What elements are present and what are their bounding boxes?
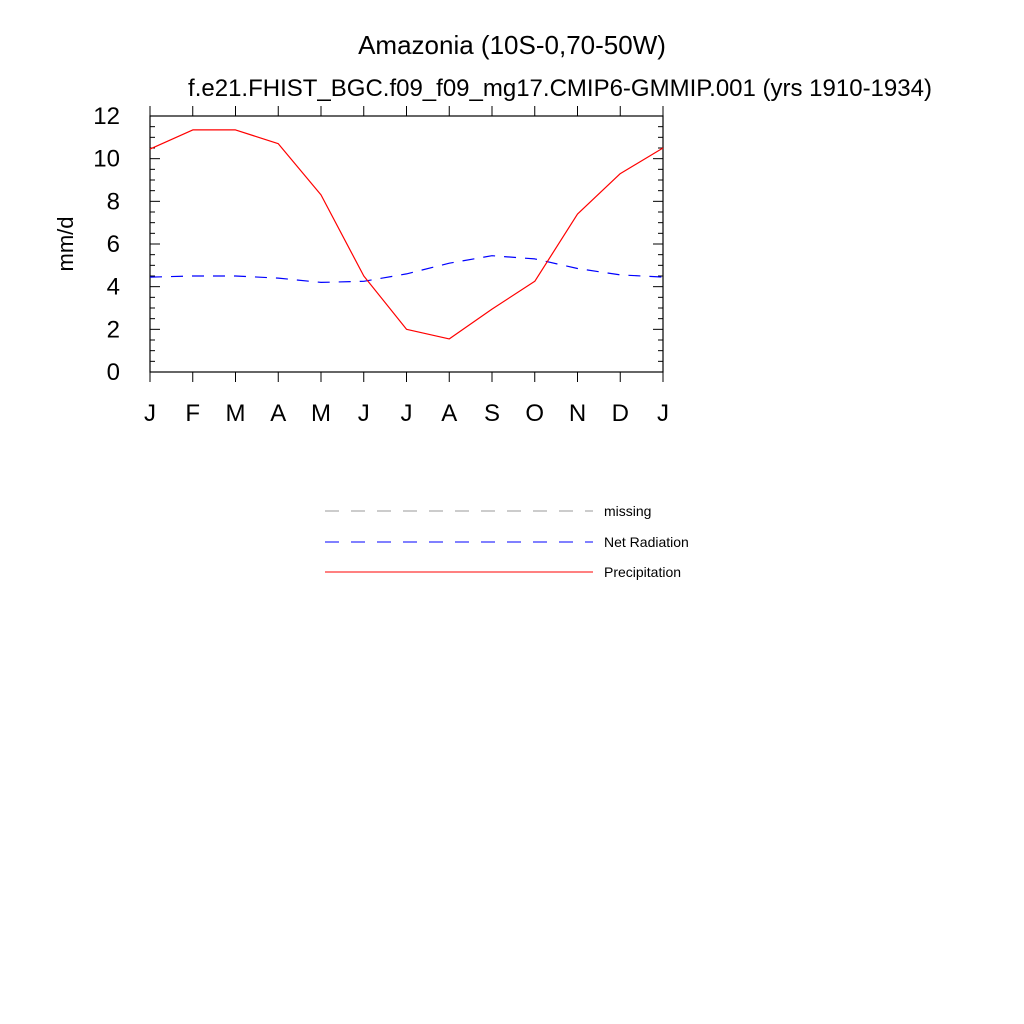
x-tick-label: J — [358, 400, 370, 427]
x-tick-label: O — [525, 400, 544, 427]
y-tick-label: 6 — [107, 231, 120, 258]
legend-label-net-radiation: Net Radiation — [604, 534, 689, 550]
y-axis-label: mm/d — [53, 217, 78, 272]
series-line-net-radiation — [149, 255, 664, 283]
legend-label-missing: missing — [604, 503, 651, 519]
x-tick-label: D — [612, 400, 629, 427]
y-tick-label: 8 — [107, 188, 120, 215]
x-tick-label: N — [569, 400, 586, 427]
x-tick-label: J — [401, 400, 413, 427]
legend: missing Net Radiation Precipitation — [325, 503, 689, 580]
y-tick-label: 2 — [107, 316, 120, 343]
x-tick-label: F — [185, 400, 200, 427]
x-tick-label: J — [657, 400, 669, 427]
x-tick-label: A — [441, 400, 457, 427]
x-tick-label: A — [270, 400, 286, 427]
chart-subtitle: f.e21.FHIST_BGC.f09_f09_mg17.CMIP6-GMMIP… — [188, 75, 932, 102]
x-tick-label: M — [311, 400, 331, 427]
x-tick-label: M — [226, 400, 246, 427]
series-layer — [149, 129, 664, 340]
y-tick-label: 0 — [107, 359, 120, 386]
x-tick-label: J — [144, 400, 156, 427]
plot-frame — [149, 115, 664, 373]
y-tick-label: 4 — [107, 274, 120, 301]
series-line-precipitation — [149, 129, 664, 340]
legend-label-precipitation: Precipitation — [604, 564, 681, 580]
y-tick-label: 10 — [93, 146, 120, 173]
y-tick-label: 12 — [93, 103, 120, 130]
x-tick-label: S — [484, 400, 500, 427]
chart-title: Amazonia (10S-0,70-50W) — [358, 30, 666, 60]
